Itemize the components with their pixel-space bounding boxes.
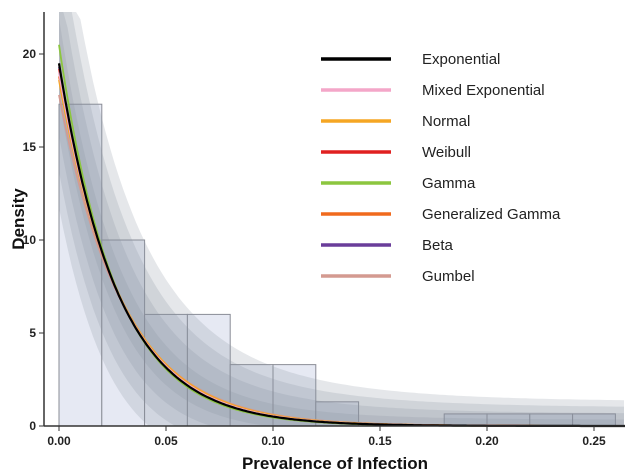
- x-tick-label: 0.15: [368, 434, 392, 448]
- y-tick-label: 15: [23, 140, 37, 154]
- histogram-bar: [58, 103, 103, 427]
- legend-label-gumbel: Gumbel: [422, 268, 475, 285]
- legend-label-gamma: Gamma: [422, 175, 476, 192]
- y-tick-label: 10: [23, 233, 37, 247]
- confidence-band-layer: [59, 12, 624, 426]
- legend-label-mixed-exponential: Mixed Exponential: [422, 82, 545, 99]
- axes: [43, 12, 625, 427]
- y-tick-label: 5: [29, 326, 36, 340]
- x-tick-label: 0.20: [475, 434, 499, 448]
- x-tick-label: 0.00: [47, 434, 71, 448]
- legend-label-generalized-gamma: Generalized Gamma: [422, 206, 561, 223]
- y-ticks: 0 5 10 15 20: [23, 47, 44, 433]
- x-tick-label: 0.05: [154, 434, 178, 448]
- y-tick-label: 0: [29, 419, 36, 433]
- x-tick-label: 0.25: [582, 434, 606, 448]
- x-ticks: 0.00 0.05 0.10 0.15 0.20 0.25: [47, 426, 606, 448]
- confidence-band: [59, 12, 624, 426]
- x-axis-title: Prevalence of Infection: [242, 454, 428, 473]
- legend-label-normal: Normal: [422, 113, 470, 130]
- legend-label-exponential: Exponential: [422, 51, 500, 68]
- y-tick-label: 20: [23, 47, 37, 61]
- legend-label-weibull: Weibull: [422, 144, 471, 161]
- legend: Exponential Mixed Exponential Normal Weibul…: [321, 51, 561, 285]
- legend-label-beta: Beta: [422, 237, 454, 254]
- x-tick-label: 0.10: [261, 434, 285, 448]
- y-axis-title: Density: [9, 188, 28, 250]
